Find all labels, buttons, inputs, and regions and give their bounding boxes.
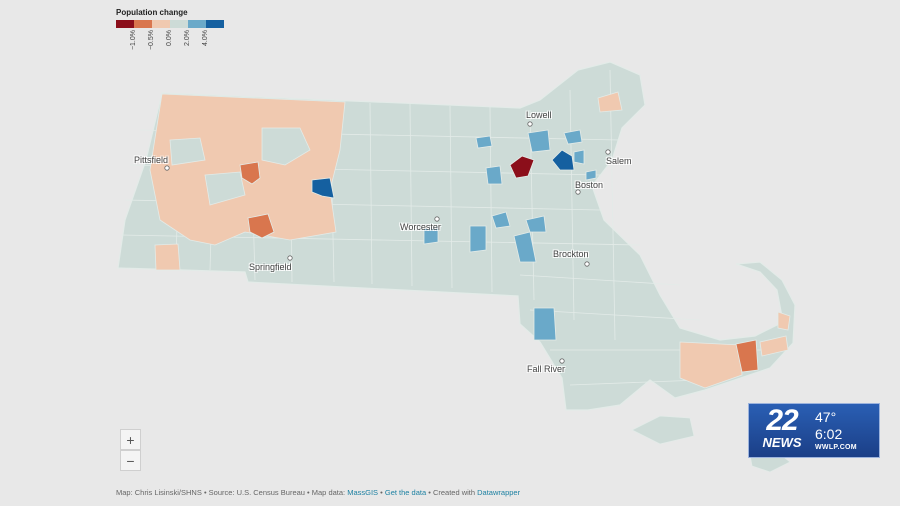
- city-label-springfield: Springfield: [249, 262, 292, 272]
- town-southwest-decline: [154, 243, 181, 271]
- city-label-boston: Boston: [575, 180, 604, 190]
- legend: Population change −1.0% −0.5% 0.0% 2.0% …: [116, 8, 224, 54]
- massgis-link[interactable]: MassGIS: [347, 488, 379, 497]
- legend-swatch: [152, 20, 170, 28]
- news-overlay: 22 NEWS 47° 6:02 WWLP.COM: [748, 403, 880, 458]
- news-logo: 22 NEWS: [754, 406, 810, 454]
- legend-swatch: [188, 20, 206, 28]
- town-strong-growth-west: [311, 177, 335, 199]
- legend-swatch: [134, 20, 152, 28]
- town-northeast-decline: [597, 91, 623, 113]
- town-strong-growth-north-shore: [551, 149, 575, 171]
- city-label-fall-river: Fall River: [527, 364, 566, 374]
- legend-color-bar: [116, 20, 224, 28]
- legend-ticks: −1.0% −0.5% 0.0% 2.0% 4.0%: [116, 28, 224, 54]
- town-cape-tip-decline: [777, 311, 791, 331]
- legend-swatch: [170, 20, 188, 28]
- region-cape-east-decline: [759, 335, 789, 357]
- news-logo-word: NEWS: [762, 435, 802, 450]
- get-the-data-link[interactable]: Get the data: [384, 488, 427, 497]
- footer-separator: •: [426, 488, 433, 497]
- town-cape-mid-decline: [735, 339, 759, 373]
- footer-source: Source: U.S. Census Bureau: [208, 488, 305, 497]
- datawrapper-link[interactable]: Datawrapper: [477, 488, 521, 497]
- footer-separator: •: [378, 488, 385, 497]
- news-website: WWLP.COM: [815, 444, 857, 451]
- legend-tick: 4.0%: [202, 30, 209, 46]
- region-west-neutral-cut: [169, 127, 311, 206]
- legend-swatch: [116, 20, 134, 28]
- town-mid-decline-2: [247, 213, 275, 239]
- towns-mid-growth: [423, 129, 597, 341]
- news-channel-number: 22: [766, 404, 798, 437]
- legend-tick: −0.5%: [148, 30, 155, 51]
- city-label-salem: Salem: [606, 156, 632, 166]
- zoom-in-button[interactable]: +: [120, 429, 141, 450]
- news-time: 6:02: [815, 426, 843, 442]
- footer-separator: •: [304, 488, 312, 497]
- footer-credit: Map: Chris Lisinski/SHNS: [116, 488, 202, 497]
- footer-separator: •: [201, 488, 209, 497]
- footer-mapdata-prefix: Map data:: [311, 488, 346, 497]
- map-footer: Map: Chris Lisinski/SHNS • Source: U.S. …: [116, 488, 520, 497]
- news-temperature: 47°: [815, 409, 837, 425]
- legend-swatch: [206, 20, 224, 28]
- legend-tick: 0.0%: [166, 30, 173, 46]
- region-cape-decline: [679, 341, 743, 389]
- city-label-lowell: Lowell: [526, 110, 552, 120]
- city-label-pittsfield: Pittsfield: [134, 155, 169, 165]
- town-strong-decline: [509, 155, 535, 179]
- zoom-out-button[interactable]: −: [120, 450, 141, 471]
- legend-tick: −1.0%: [130, 30, 137, 51]
- town-mid-decline-1: [239, 161, 261, 185]
- city-markers: [164, 121, 611, 364]
- legend-tick: 2.0%: [184, 30, 191, 46]
- city-label-worcester: Worcester: [400, 222, 441, 232]
- footer-created-prefix: Created with: [432, 488, 476, 497]
- island-marthas-vineyard: [631, 415, 695, 445]
- legend-title: Population change: [116, 8, 188, 17]
- city-label-brockton: Brockton: [553, 249, 589, 259]
